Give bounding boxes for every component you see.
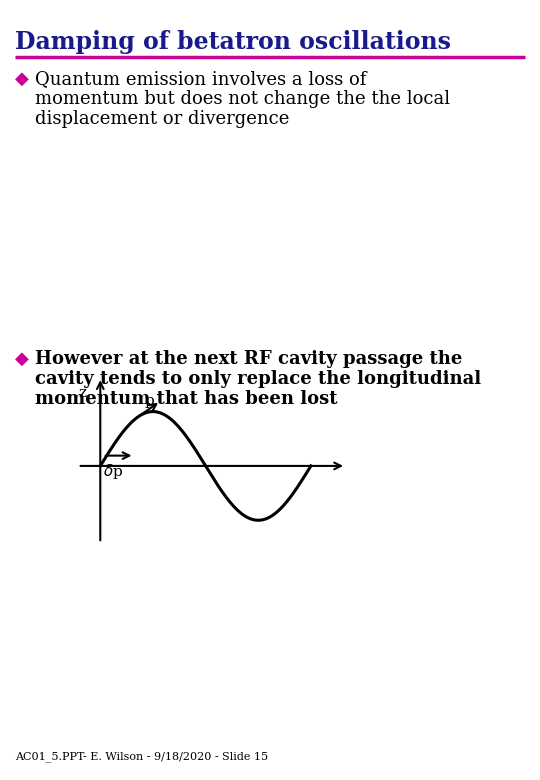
Text: ◆: ◆: [15, 350, 29, 368]
Text: Quantum emission involves a loss of: Quantum emission involves a loss of: [35, 70, 366, 88]
Text: z: z: [79, 386, 87, 400]
Text: AC01_5.PPT- E. Wilson - 9/18/2020 - Slide 15: AC01_5.PPT- E. Wilson - 9/18/2020 - Slid…: [15, 751, 268, 762]
Text: momentum but does not change the the local: momentum but does not change the the loc…: [35, 90, 450, 108]
Text: However at the next RF cavity passage the: However at the next RF cavity passage th…: [35, 350, 462, 368]
Text: displacement or divergence: displacement or divergence: [35, 110, 289, 128]
Text: ◆: ◆: [15, 70, 29, 88]
Text: Damping of betatron oscillations: Damping of betatron oscillations: [15, 30, 451, 54]
Text: $\delta$p: $\delta$p: [103, 462, 123, 480]
Text: momentum that has been lost: momentum that has been lost: [35, 390, 338, 408]
Text: cavity tends to only replace the longitudinal: cavity tends to only replace the longitu…: [35, 370, 481, 388]
Text: p: p: [145, 394, 154, 408]
